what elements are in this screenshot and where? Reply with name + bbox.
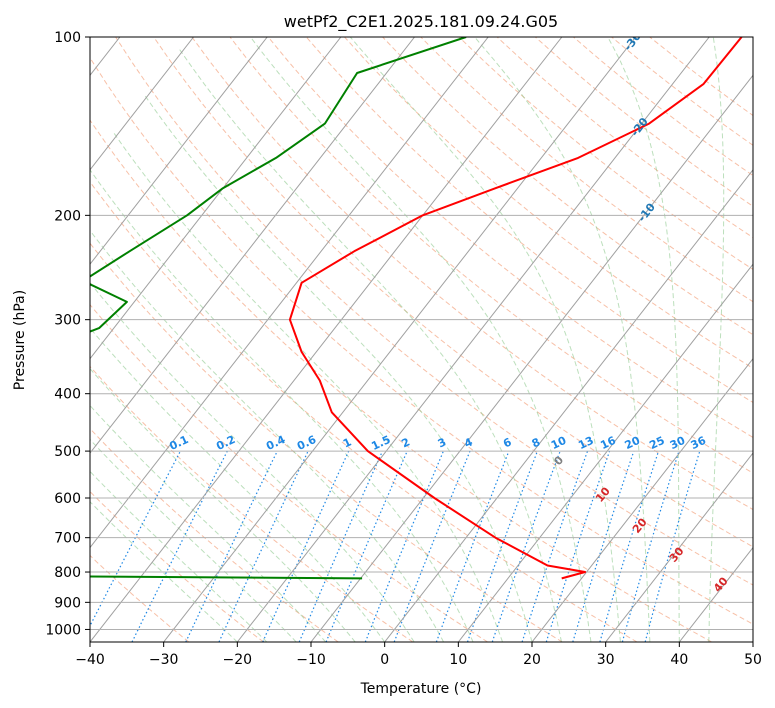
moist-adiabat <box>179 49 562 642</box>
y-axis-title: Pressure (hPa) <box>12 290 28 390</box>
mixing-ratio-label: 30 <box>668 434 688 452</box>
sounding-series <box>90 37 743 580</box>
dewpoint-line <box>90 37 467 580</box>
mixing-ratio-label: 16 <box>598 434 618 452</box>
isotherm--30 <box>163 37 636 642</box>
x-axis-title: Temperature (°C) <box>360 681 482 697</box>
dry-adiabat <box>344 37 753 369</box>
dry-adiabat <box>115 37 753 586</box>
isotherm--60 <box>90 37 415 454</box>
mixing-ratio-line-1.5 <box>298 450 384 642</box>
x-tick-label: 30 <box>597 652 615 668</box>
x-tick-label: 0 <box>380 652 389 668</box>
isotherm--80 <box>90 37 268 266</box>
x-axis: −40 −30 −20 −10 0 10 20 30 40 50 <box>75 642 762 668</box>
mixing-ratio-line-13 <box>521 450 589 642</box>
x-tick-label: −20 <box>223 652 253 668</box>
x-tick-label: −40 <box>75 652 105 668</box>
dry-adiabat <box>90 119 712 642</box>
y-tick-label: 1000 <box>45 622 81 638</box>
x-tick-label: 50 <box>744 652 762 668</box>
y-axis: 100 200 300 400 500 600 700 800 900 1000 <box>45 30 90 638</box>
isotherm-0 <box>384 168 753 642</box>
isotherm--50 <box>90 37 489 549</box>
mixing-ratio-line-25 <box>599 450 660 642</box>
dry-adiabat <box>382 37 753 336</box>
isotherm--70 <box>90 37 342 360</box>
y-tick-label: 200 <box>54 208 81 224</box>
mixing-ratio-line-1 <box>262 450 350 642</box>
dry-adiabat <box>305 37 753 403</box>
moist-adiabat <box>250 37 592 642</box>
moist-adiabat <box>474 37 651 642</box>
moist-adiabat <box>90 281 415 642</box>
moist-adiabat <box>349 37 621 642</box>
plot-frame <box>89 36 754 643</box>
mixing-ratio-line-20 <box>572 450 635 642</box>
mixing-ratio-label: 10 <box>549 434 569 452</box>
moist-adiabat <box>90 327 386 642</box>
y-tick-label: 900 <box>54 595 81 611</box>
isotherm--10 <box>310 74 753 642</box>
mixing-ratio-line-6 <box>435 450 510 642</box>
isotherm-10 <box>457 263 753 642</box>
y-tick-label: 600 <box>54 491 81 507</box>
isotherms <box>90 37 753 642</box>
chart-title: wetPf2_C2E1.2025.181.09.24.G05 <box>284 12 558 32</box>
y-tick-label: 300 <box>54 313 81 329</box>
moist-adiabat <box>90 168 474 642</box>
mixing-ratio-line-16 <box>545 450 611 642</box>
y-tick-label: 700 <box>54 531 81 547</box>
mixing-ratio-line-30 <box>621 450 680 642</box>
isotherm--40 <box>90 37 563 642</box>
moist-adiabat <box>708 37 725 642</box>
dry-adiabat <box>90 365 414 642</box>
isotherm--90 <box>90 37 194 171</box>
mixing-ratio-line-8 <box>466 450 538 642</box>
mixing-ratio-line-10 <box>491 450 561 642</box>
x-tick-label: 40 <box>670 652 688 668</box>
dry-adiabat <box>90 554 190 642</box>
moist-adiabat <box>90 229 445 642</box>
x-tick-label: −30 <box>149 652 179 668</box>
dry-adiabat <box>90 181 638 642</box>
moist-adiabat <box>90 367 356 642</box>
dry-adiabat <box>90 303 488 642</box>
moist-adiabat <box>90 470 268 642</box>
moist-adiabat <box>607 37 680 642</box>
mixing-ratio-label: 20 <box>623 434 643 452</box>
mixing-ratio-label: 13 <box>576 434 595 452</box>
x-tick-label: 20 <box>523 652 541 668</box>
mixing-ratio-label: 25 <box>647 434 666 452</box>
dry-adiabat <box>90 242 563 642</box>
mixing-ratio-label: 36 <box>689 434 709 452</box>
x-tick-label: 10 <box>449 652 467 668</box>
mixing-ratio-line-2 <box>325 450 408 642</box>
moist-adiabat <box>143 94 533 642</box>
y-tick-label: 100 <box>54 30 81 46</box>
temperature-line <box>288 37 743 580</box>
moist-adiabats <box>90 37 725 642</box>
y-tick-label: 800 <box>54 565 81 581</box>
dry-adiabat <box>90 56 753 625</box>
dry-adiabat <box>90 490 264 642</box>
moist-adiabat <box>90 404 327 642</box>
mixing-ratio-line-3 <box>364 450 444 642</box>
x-tick-label: −10 <box>296 652 326 668</box>
isotherm--20 <box>236 37 710 642</box>
isotherm-20 <box>531 357 753 642</box>
isotherm-30 <box>605 452 753 642</box>
y-tick-label: 500 <box>54 444 81 460</box>
y-tick-label: 400 <box>54 387 81 403</box>
dry-adiabat <box>229 37 753 474</box>
